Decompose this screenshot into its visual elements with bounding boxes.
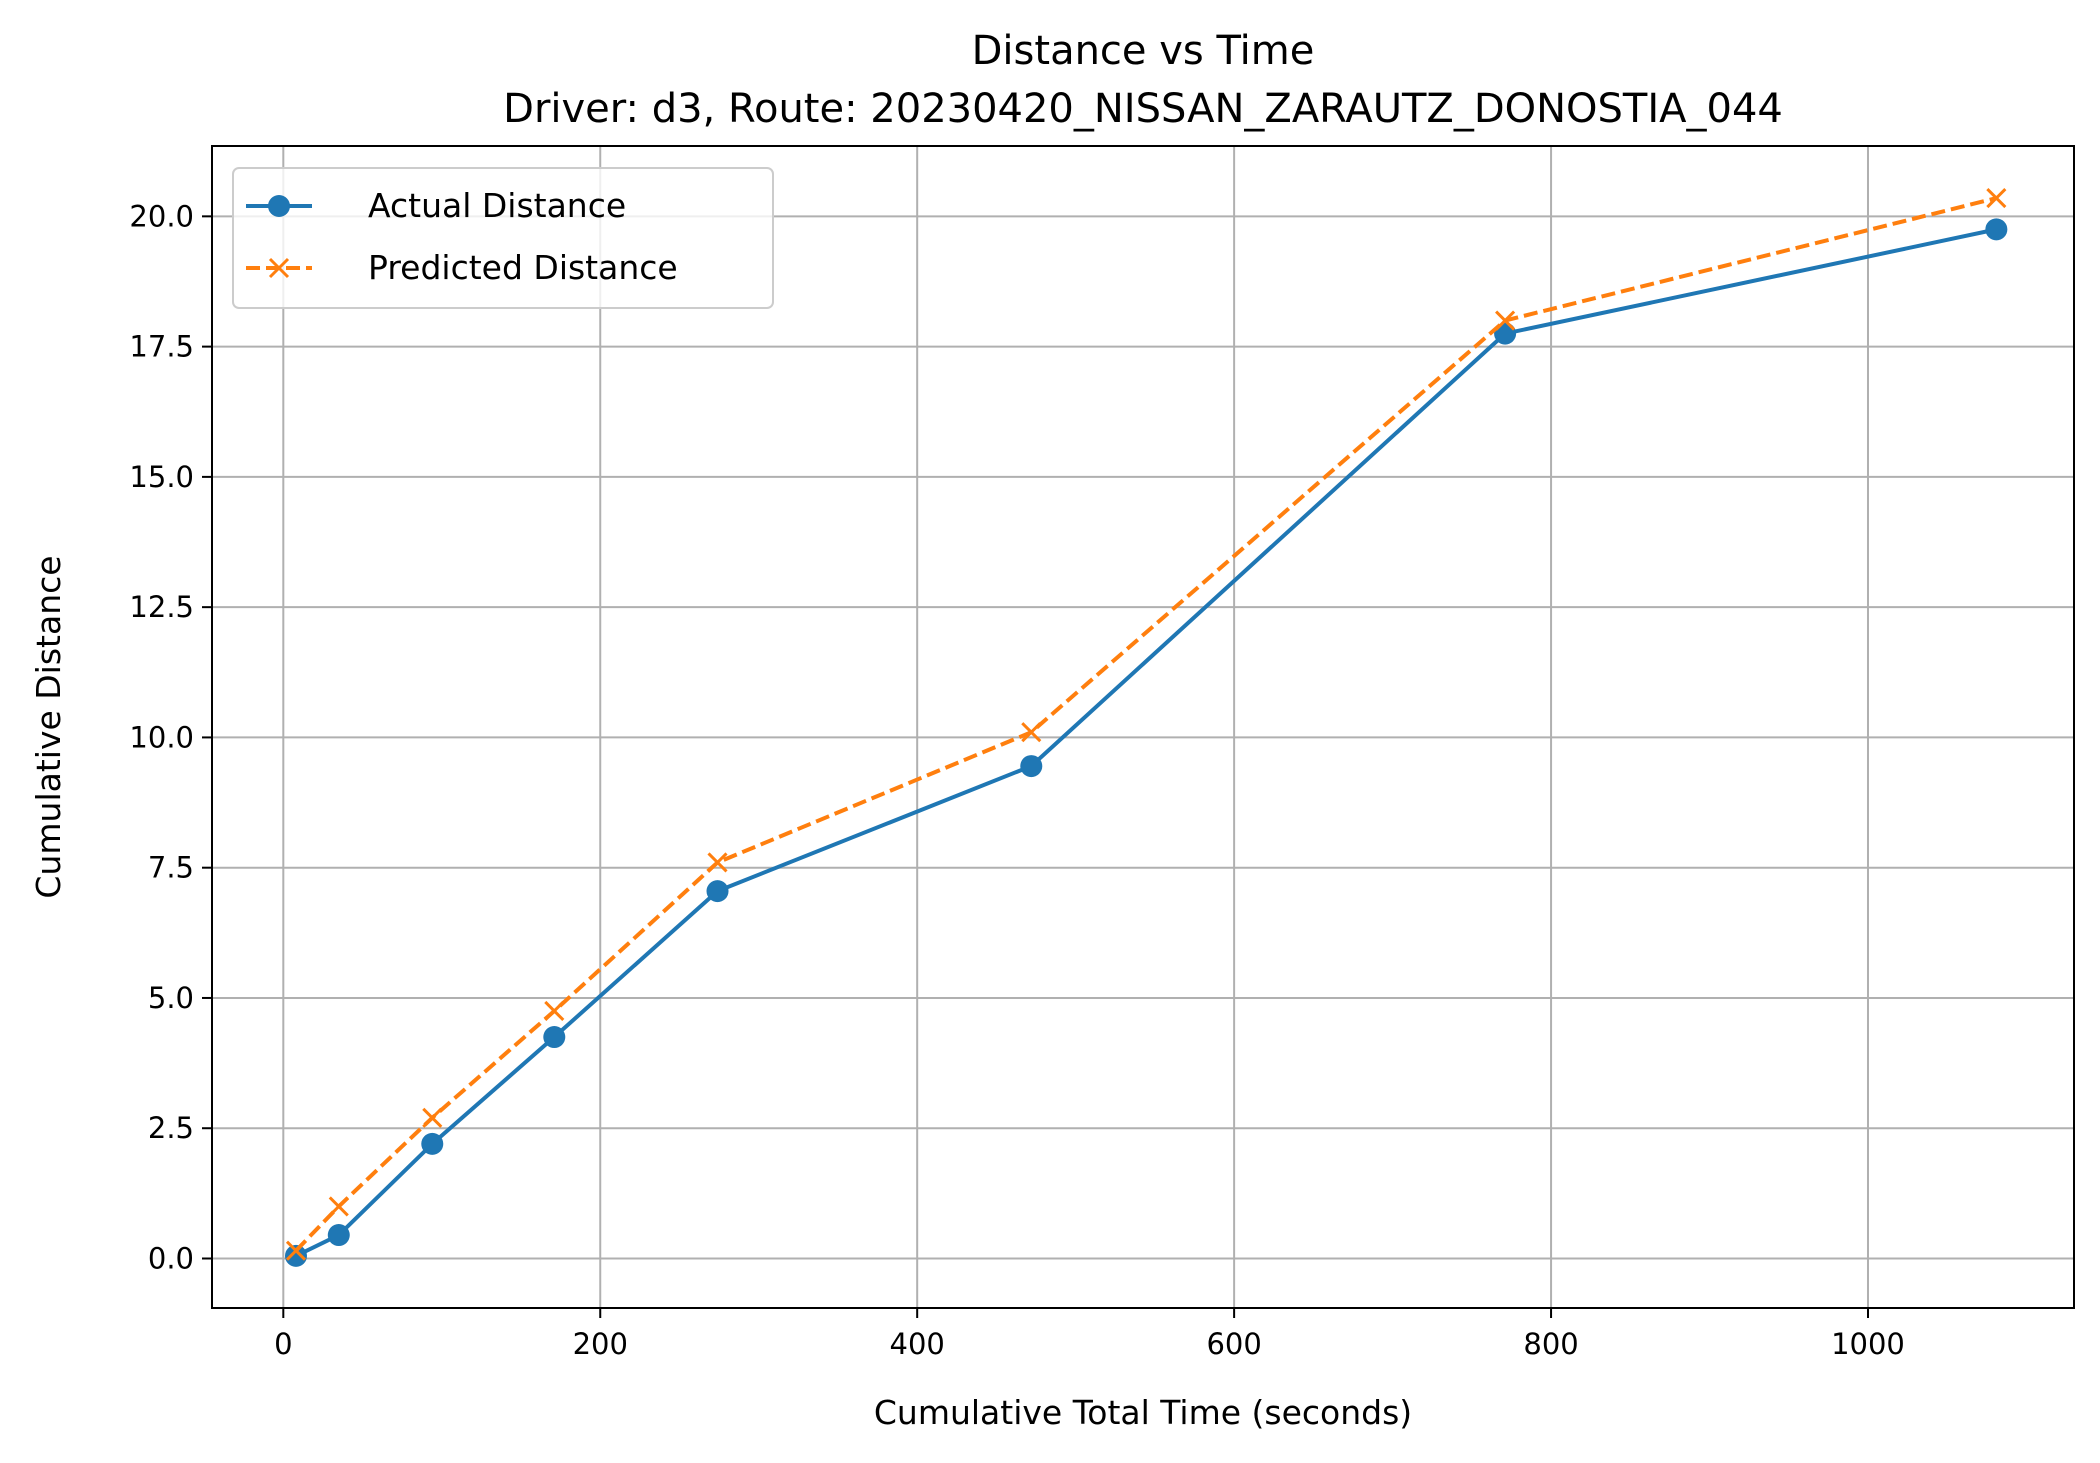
predicted-distance-point (422, 1107, 443, 1128)
chart-subtitle: Driver: d3, Route: 20230420_NISSAN_ZARAU… (503, 86, 1783, 132)
x-tick-label: 600 (1206, 1327, 1261, 1361)
x-tick-label: 400 (890, 1327, 945, 1361)
actual-distance-point (543, 1026, 566, 1049)
x-axis-ticks: 0 200 400 600 800 1000 (274, 1308, 1905, 1361)
x-tick-label: 800 (1523, 1327, 1578, 1361)
x-tick-label: 200 (573, 1327, 628, 1361)
y-axis-ticks: 0.0 2.5 5.0 7.5 10.0 12.5 15.0 17.5 20.0 (129, 199, 212, 1275)
actual-distance-point (706, 880, 729, 903)
legend-actual-marker (268, 195, 290, 217)
grid-lines (212, 146, 2074, 1308)
predicted-distance-point (707, 852, 728, 873)
series-layer (284, 188, 2008, 1267)
legend-predicted-label: Predicted Distance (368, 248, 678, 287)
actual-distance-line (295, 227, 1997, 1258)
y-axis-label: Cumulative Distance (29, 555, 68, 898)
actual-distance-point (1985, 218, 2008, 241)
actual-distance-point (327, 1224, 350, 1247)
y-tick-label: 12.5 (129, 590, 194, 624)
y-tick-label: 5.0 (148, 981, 194, 1015)
predicted-distance-point (285, 1240, 307, 1261)
y-tick-label: 7.5 (148, 851, 194, 885)
x-tick-label: 0 (274, 1327, 292, 1361)
actual-distance-point (421, 1132, 444, 1155)
y-tick-label: 17.5 (129, 330, 194, 364)
predicted-distance-point (544, 1000, 565, 1022)
y-tick-label: 0.0 (148, 1241, 194, 1275)
legend-box (232, 167, 774, 309)
predicted-distance-point (1986, 188, 2007, 209)
plot-frame (211, 145, 2075, 1309)
y-tick-label: 20.0 (129, 199, 194, 233)
x-axis-label: Cumulative Total Time (seconds) (874, 1393, 1412, 1432)
predicted-distance-point (1495, 310, 1516, 331)
y-tick-label: 15.0 (129, 460, 194, 494)
legend-actual-label: Actual Distance (368, 186, 626, 225)
legend-predicted-marker (268, 257, 290, 279)
chart-title: Distance vs Time (972, 28, 1315, 74)
predicted-distance-point (1021, 722, 1042, 743)
y-tick-label: 10.0 (129, 720, 194, 754)
actual-distance-point (284, 1244, 307, 1267)
actual-distance-point (1020, 755, 1043, 778)
legend: Actual Distance Predicted Distance (232, 167, 774, 309)
x-tick-label: 1000 (1831, 1327, 1905, 1361)
predicted-distance-line (294, 196, 1997, 1253)
y-tick-label: 2.5 (148, 1111, 194, 1145)
predicted-distance-point (328, 1196, 349, 1217)
